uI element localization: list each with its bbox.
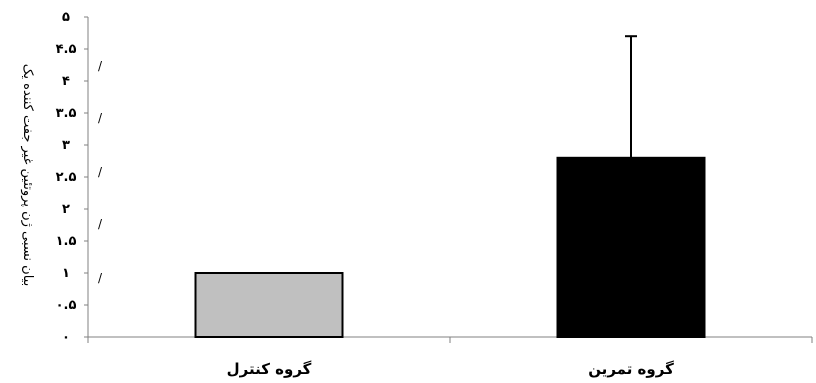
ylabel-slash-mark: / (98, 271, 103, 285)
y-tick-label: ۵ (62, 10, 70, 25)
y-tick-label: ۳.۵ (56, 106, 77, 121)
y-axis-title-group: بیان نسبی ژن پروتئین غیر جفت کننده یک (20, 64, 35, 286)
y-tick-label: ۱.۵ (56, 234, 77, 249)
ylabel-slash-mark: / (98, 111, 103, 125)
y-tick-label: ۴ (62, 74, 70, 89)
y-tick-label: ۴.۵ (56, 42, 77, 57)
y-tick-label: ۲.۵ (56, 170, 77, 185)
x-category-label: گروه کنترل (227, 360, 312, 378)
bar (556, 156, 706, 338)
bar (194, 272, 344, 338)
chart-marks: گروه کنترل گروه تمرین / / / / / (98, 35, 706, 378)
x-category-label: گروه تمرین (588, 360, 674, 378)
y-axis-title: بیان نسبی ژن پروتئین غیر جفت کننده یک (20, 64, 35, 286)
ylabel-slash-mark: / (98, 59, 103, 73)
y-tick-label: ۰ (62, 330, 70, 345)
y-tick-label: ۳ (62, 138, 70, 153)
ylabel-slash-mark: / (98, 165, 103, 179)
y-tick-label: ۲ (62, 202, 70, 217)
ylabel-slash-mark: / (98, 217, 103, 231)
y-tick-label: ۰.۵ (56, 298, 77, 313)
y-tick-label: ۱ (62, 266, 70, 281)
